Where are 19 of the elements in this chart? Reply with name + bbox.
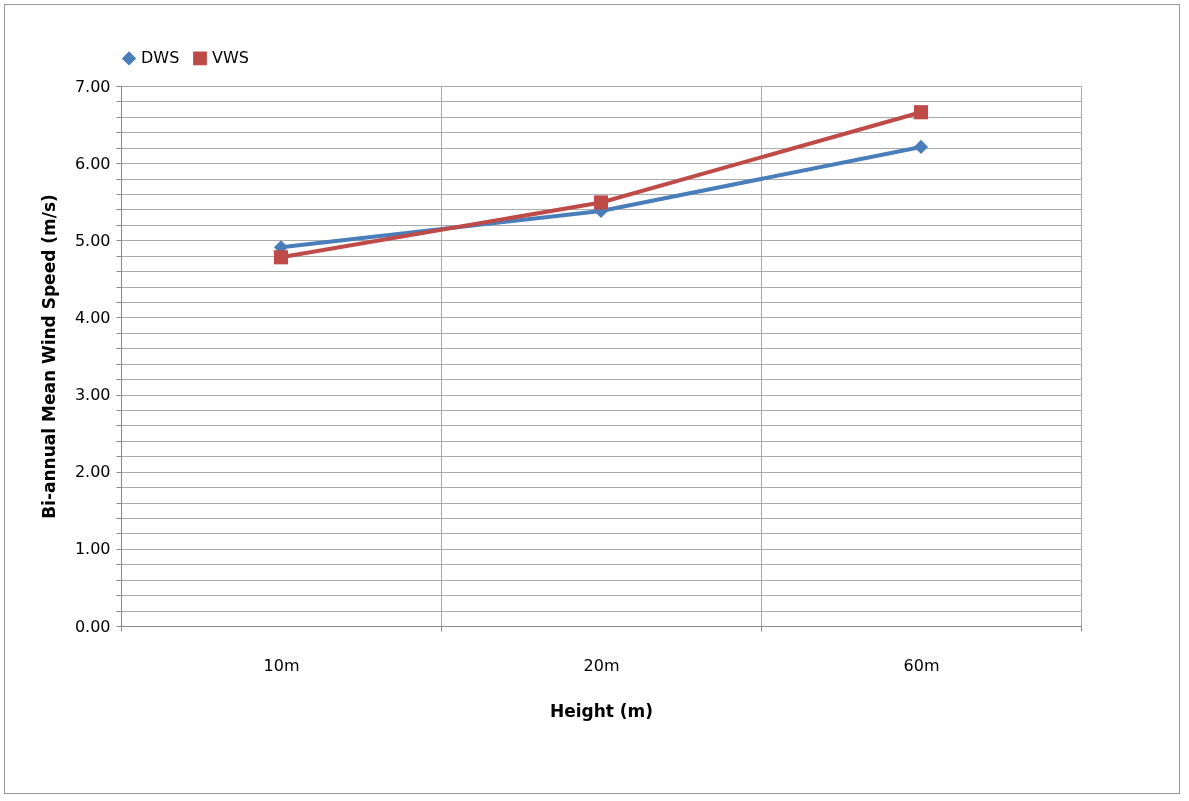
x-tick-label: 10m bbox=[263, 655, 300, 675]
y-tick-label: 4.00 bbox=[74, 307, 111, 327]
y-tick-label: 6.00 bbox=[74, 153, 111, 173]
y-tick-label: 0.00 bbox=[74, 616, 111, 636]
point bbox=[593, 195, 609, 210]
legend-label: DWS bbox=[141, 48, 180, 68]
point bbox=[913, 139, 929, 155]
point bbox=[273, 250, 289, 265]
y-tick-label: 7.00 bbox=[74, 76, 111, 96]
point bbox=[913, 105, 929, 120]
y-tick-label: 5.00 bbox=[74, 230, 111, 250]
y-tick-label: 1.00 bbox=[74, 539, 111, 559]
legend-label: VWS bbox=[212, 48, 249, 68]
y-axis-title: Bi-annual Mean Wind Speed (m/s) bbox=[38, 194, 59, 519]
y-tick-label: 3.00 bbox=[74, 385, 111, 405]
y-tick-label: 2.00 bbox=[74, 462, 111, 482]
x-tick-label: 60m bbox=[903, 655, 940, 675]
x-tick-label: 20m bbox=[583, 655, 620, 675]
x-axis-title: Height (m) bbox=[549, 700, 654, 721]
